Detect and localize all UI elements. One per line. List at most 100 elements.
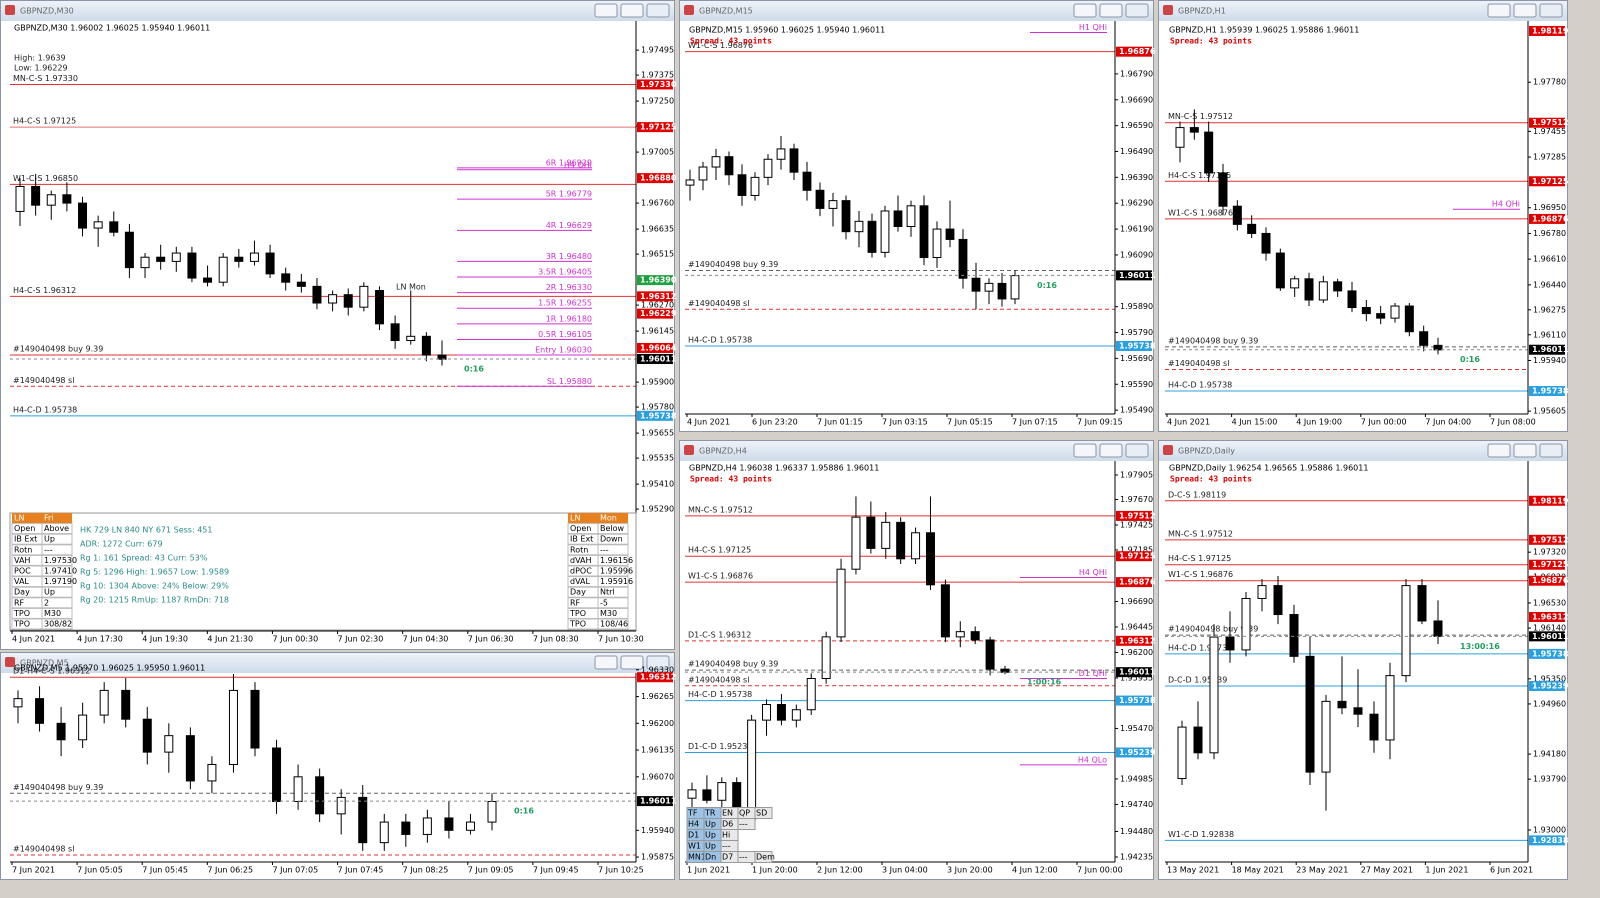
price-tag xyxy=(1529,559,1565,570)
pivot-label: H4 QHi xyxy=(1079,568,1107,577)
x-tick-label: 6 Jun 2021 xyxy=(1490,866,1533,875)
y-tick-label: 1.96780 xyxy=(1533,229,1566,238)
price-tag xyxy=(637,173,673,184)
candle-body xyxy=(866,516,876,549)
window-button[interactable] xyxy=(1073,443,1097,458)
table-text: D1 xyxy=(688,831,699,840)
price-tag-label: 1.96390 xyxy=(640,276,677,285)
level-label: W1-C-S 1.96876 xyxy=(688,41,753,50)
price-tag xyxy=(1529,213,1565,224)
table-text: TF xyxy=(687,809,698,818)
table-cell xyxy=(597,618,629,630)
candle-body xyxy=(854,220,864,233)
x-tick-label: 7 Jun 09:45 xyxy=(533,866,579,875)
candle-body xyxy=(315,776,325,815)
y-tick-label: 1.97005 xyxy=(641,148,674,157)
price-tag xyxy=(1116,551,1152,562)
y-tick-label: 1.95535 xyxy=(641,454,674,463)
window-button[interactable] xyxy=(1539,443,1563,458)
y-tick-label: 1.93000 xyxy=(1533,825,1566,834)
table-text: Ntrl xyxy=(600,588,615,597)
candle-body xyxy=(444,817,454,831)
y-tick-label: 1.97455 xyxy=(1533,127,1566,136)
window-button[interactable] xyxy=(620,655,644,670)
x-tick-label: 27 May 2021 xyxy=(1361,866,1413,875)
candle-body xyxy=(997,282,1007,300)
table-text: D6 xyxy=(722,820,733,829)
window-button[interactable] xyxy=(1513,3,1537,18)
candle-body xyxy=(487,801,497,823)
window-button[interactable] xyxy=(1487,3,1511,18)
window-button[interactable] xyxy=(1099,3,1123,18)
window-button[interactable] xyxy=(620,3,644,18)
x-tick-label: 7 Jun 07:45 xyxy=(338,866,384,875)
spread-label: Spread: 43 points xyxy=(1170,36,1252,46)
table-text: TPO xyxy=(569,609,586,618)
x-tick-label: 4 Jun 2021 xyxy=(687,418,730,427)
x-tick-label: 7 Jun 09:05 xyxy=(468,866,514,875)
y-tick-label: 1.93790 xyxy=(1533,775,1566,784)
stats-text: Rg 10: 1304 Above: 24% Below: 29% xyxy=(80,582,229,591)
table-text: IB Ext xyxy=(570,535,593,544)
y-tick-label: 1.96635 xyxy=(641,225,674,234)
level-label: #149040498 sl xyxy=(1168,359,1229,368)
title-bar xyxy=(1,1,674,21)
window-button[interactable] xyxy=(1539,3,1563,18)
price-tag xyxy=(1116,46,1152,57)
price-tag-label: 1.96229 xyxy=(640,309,677,318)
price-tag xyxy=(1529,611,1565,622)
window-button[interactable] xyxy=(1125,443,1149,458)
candle-body xyxy=(945,228,955,240)
candle-body xyxy=(281,273,291,283)
price-tag-label: 1.97512 xyxy=(1532,535,1568,544)
price-tag xyxy=(1116,577,1152,588)
table-text: RF xyxy=(14,598,25,607)
window-button[interactable] xyxy=(594,655,618,670)
candle-body xyxy=(1433,620,1443,637)
candle-body xyxy=(93,221,103,229)
x-tick-label: 4 Jun 19:30 xyxy=(142,635,188,644)
window-button[interactable] xyxy=(1487,443,1511,458)
level-label: H4-C-D 1.95738 xyxy=(13,405,77,414)
price-tag xyxy=(1529,117,1565,128)
plot-area: D1-H4-C-S 1.96312 #149040498 buy 9.39 #149… xyxy=(10,667,636,856)
y-tick-label: 1.97905 xyxy=(1120,471,1153,480)
y-tick-label: 1.95780 xyxy=(641,403,674,412)
price-tag xyxy=(1529,835,1565,846)
price-tag xyxy=(1116,270,1152,281)
window-button[interactable] xyxy=(1513,443,1537,458)
window-button[interactable] xyxy=(646,3,670,18)
chart-header: GBPNZD,Daily 1.96254 1.96565 1.95886 1.9… xyxy=(1169,464,1368,473)
pivot-label: 1.5R 1.96255 xyxy=(538,299,592,308)
window-button[interactable] xyxy=(594,3,618,18)
y-tick-label: 1.94480 xyxy=(1120,827,1153,836)
plot-area: MN-C-S 1.97512 H4-C-S 1.97125 W1-C-S 1.968… xyxy=(685,496,1115,825)
candle-body xyxy=(401,821,411,835)
table-cell xyxy=(41,565,73,577)
window-icon xyxy=(1163,5,1173,15)
level-label: #149040498 buy 9.39 xyxy=(13,345,103,354)
candle-body xyxy=(836,568,846,638)
candle-body xyxy=(296,281,306,287)
y-tick-label: 1.96790 xyxy=(1120,69,1153,78)
pivot-label: 6R 1.96929 xyxy=(546,158,592,167)
price-tag-label: 1.95239 xyxy=(1532,681,1569,690)
candle-body xyxy=(164,735,174,753)
price-tag-label: 1.96312 xyxy=(1532,612,1568,621)
candle-body xyxy=(1289,614,1299,657)
window-button[interactable] xyxy=(1125,3,1149,18)
candle-body xyxy=(1419,331,1429,346)
x-tick-label: 4 Jun 19:00 xyxy=(1296,418,1342,427)
y-tick-label: 1.96330 xyxy=(641,665,674,674)
candle-body xyxy=(78,202,88,229)
table-text: 1.97530 xyxy=(44,556,77,565)
window-button[interactable] xyxy=(1099,443,1123,458)
candle-body xyxy=(776,148,786,160)
x-tick-label: 4 Jun 21:30 xyxy=(207,635,253,644)
price-tag xyxy=(637,354,673,365)
table-cell xyxy=(597,586,629,598)
window-button[interactable] xyxy=(646,655,670,670)
window-button[interactable] xyxy=(1073,3,1097,18)
price-tag xyxy=(1529,648,1565,659)
price-tag-label: 1.97330 xyxy=(640,80,677,89)
